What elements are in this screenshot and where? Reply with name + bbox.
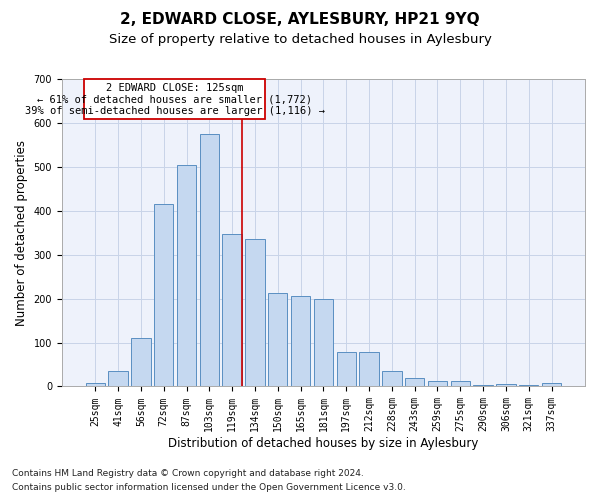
Y-axis label: Number of detached properties: Number of detached properties <box>15 140 28 326</box>
Text: ← 61% of detached houses are smaller (1,772): ← 61% of detached houses are smaller (1,… <box>37 94 312 104</box>
Bar <box>473 385 493 386</box>
Bar <box>177 164 196 386</box>
Bar <box>268 294 287 386</box>
X-axis label: Distribution of detached houses by size in Aylesbury: Distribution of detached houses by size … <box>168 437 479 450</box>
Bar <box>86 383 105 386</box>
Text: 2 EDWARD CLOSE: 125sqm: 2 EDWARD CLOSE: 125sqm <box>106 83 243 93</box>
Bar <box>359 352 379 386</box>
Bar <box>337 352 356 386</box>
Bar <box>542 383 561 386</box>
Bar <box>519 385 538 386</box>
Bar <box>405 378 424 386</box>
Bar <box>154 204 173 386</box>
Bar <box>451 381 470 386</box>
Bar <box>200 134 219 386</box>
Text: 2, EDWARD CLOSE, AYLESBURY, HP21 9YQ: 2, EDWARD CLOSE, AYLESBURY, HP21 9YQ <box>120 12 480 28</box>
Bar <box>382 371 401 386</box>
Bar <box>223 234 242 386</box>
Bar <box>245 240 265 386</box>
Bar <box>314 298 333 386</box>
Bar <box>131 338 151 386</box>
FancyBboxPatch shape <box>84 79 265 120</box>
Text: Contains public sector information licensed under the Open Government Licence v3: Contains public sector information licen… <box>12 484 406 492</box>
Bar <box>428 381 447 386</box>
Bar <box>496 384 515 386</box>
Text: Size of property relative to detached houses in Aylesbury: Size of property relative to detached ho… <box>109 32 491 46</box>
Text: 39% of semi-detached houses are larger (1,116) →: 39% of semi-detached houses are larger (… <box>25 106 325 116</box>
Text: Contains HM Land Registry data © Crown copyright and database right 2024.: Contains HM Land Registry data © Crown c… <box>12 468 364 477</box>
Bar <box>291 296 310 386</box>
Bar <box>109 371 128 386</box>
